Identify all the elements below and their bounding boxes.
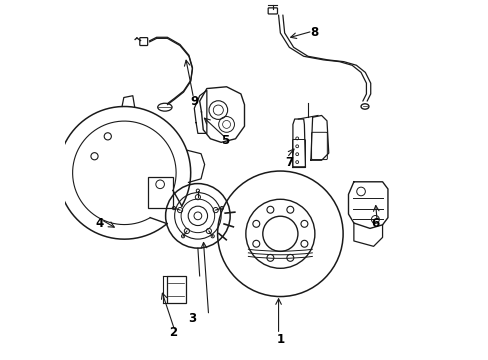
Text: 6: 6: [370, 216, 379, 230]
Text: 1: 1: [276, 333, 284, 346]
Text: 7: 7: [285, 156, 293, 168]
Text: 2: 2: [168, 326, 177, 339]
Text: 3: 3: [188, 311, 196, 325]
Text: 9: 9: [190, 95, 198, 108]
Text: 8: 8: [310, 27, 318, 40]
Text: 4: 4: [95, 216, 103, 230]
Text: 5: 5: [220, 134, 228, 147]
